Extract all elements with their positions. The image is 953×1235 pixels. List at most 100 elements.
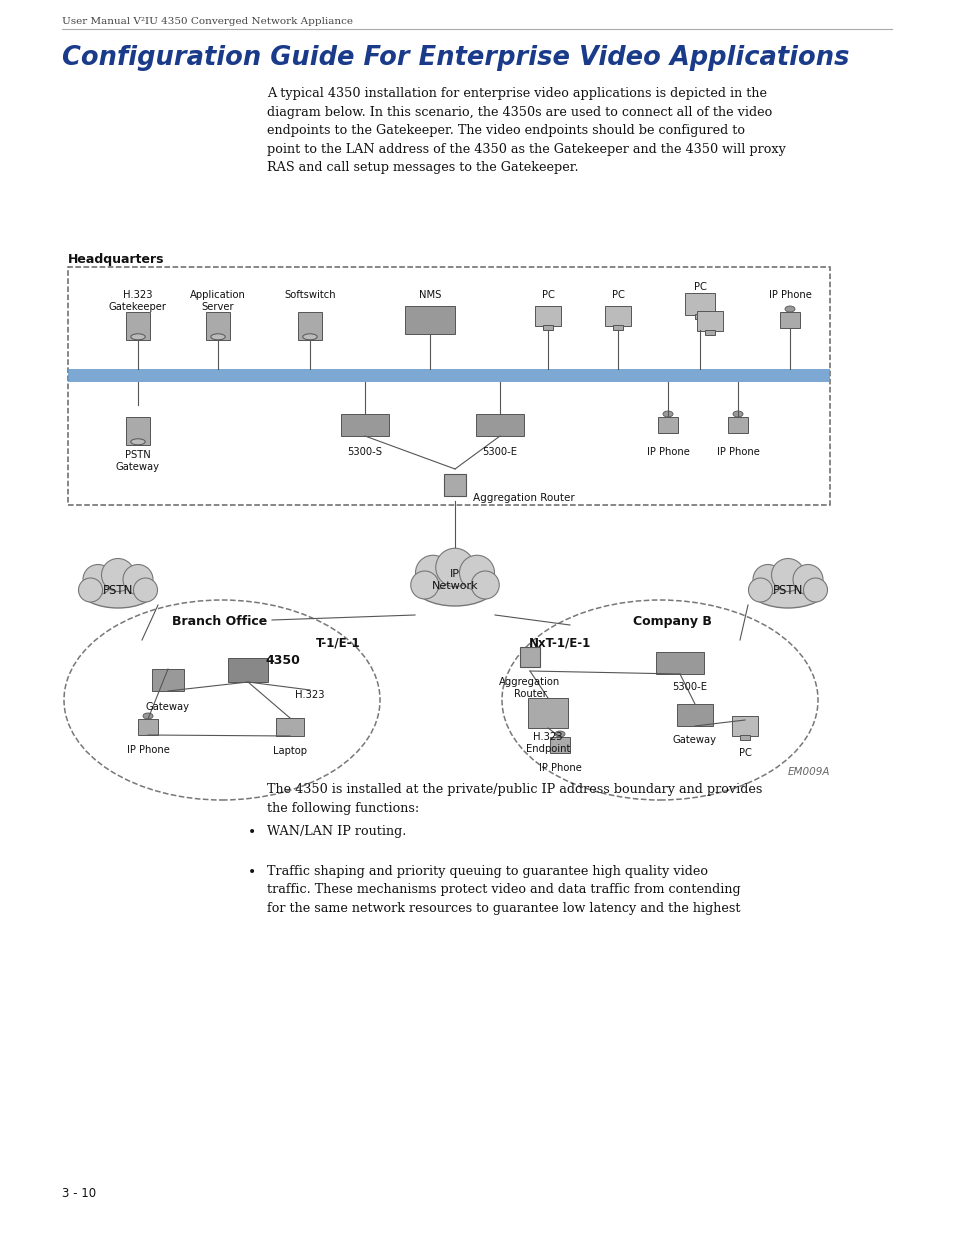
Ellipse shape (131, 438, 145, 445)
Bar (527, 698, 567, 727)
Text: IP Phone: IP Phone (768, 290, 811, 300)
Bar (727, 417, 747, 433)
Bar (340, 414, 389, 436)
Bar (731, 716, 758, 736)
Circle shape (411, 571, 438, 599)
Text: Aggregation
Router: Aggregation Router (498, 677, 560, 699)
Text: Company B: Company B (632, 615, 711, 629)
Bar (535, 306, 560, 326)
Circle shape (123, 564, 152, 594)
Ellipse shape (143, 713, 152, 719)
Circle shape (771, 558, 803, 592)
Text: IP Phone: IP Phone (646, 447, 689, 457)
Text: IP Phone: IP Phone (716, 447, 759, 457)
Text: Softswitch: Softswitch (284, 290, 335, 300)
Circle shape (133, 578, 157, 601)
Circle shape (83, 564, 112, 594)
Ellipse shape (784, 306, 794, 312)
Text: 3 - 10: 3 - 10 (62, 1187, 96, 1200)
Text: IP Phone: IP Phone (538, 763, 580, 773)
Text: PC: PC (693, 282, 706, 291)
Text: User Manual V²IU 4350 Converged Network Appliance: User Manual V²IU 4350 Converged Network … (62, 17, 353, 26)
Text: WAN/LAN IP routing.: WAN/LAN IP routing. (267, 825, 406, 839)
Text: Branch Office: Branch Office (172, 615, 268, 629)
Bar (68, 267, 829, 505)
Circle shape (436, 548, 474, 587)
Ellipse shape (750, 572, 824, 608)
Bar (550, 737, 569, 753)
Bar (684, 293, 714, 315)
Circle shape (748, 578, 772, 601)
Text: Gateway: Gateway (146, 701, 190, 713)
Bar (604, 306, 630, 326)
Bar (658, 417, 678, 433)
Text: IP Phone: IP Phone (127, 745, 170, 755)
Ellipse shape (302, 333, 316, 340)
Text: PC: PC (611, 290, 624, 300)
Bar (476, 414, 523, 436)
Text: PSTN: PSTN (103, 583, 133, 597)
Ellipse shape (131, 333, 145, 340)
Bar (697, 311, 722, 331)
Text: NMS: NMS (418, 290, 440, 300)
Circle shape (78, 578, 102, 601)
Text: EM009A: EM009A (786, 767, 829, 777)
Circle shape (101, 558, 134, 592)
Bar (228, 658, 268, 682)
Circle shape (792, 564, 822, 594)
Bar (126, 417, 150, 445)
Bar (542, 325, 553, 330)
Text: 5300-E: 5300-E (482, 447, 517, 457)
Ellipse shape (414, 564, 496, 606)
Text: NxT-1/E-1: NxT-1/E-1 (528, 636, 591, 650)
Text: Headquarters: Headquarters (68, 253, 164, 266)
Bar (677, 704, 712, 726)
Bar (206, 312, 230, 340)
Text: H.323: H.323 (294, 690, 324, 700)
Ellipse shape (80, 572, 155, 608)
Text: PSTN: PSTN (772, 583, 802, 597)
Bar (126, 312, 150, 340)
Bar (152, 669, 184, 692)
Text: H.323
Endpoint: H.323 Endpoint (525, 732, 570, 755)
Text: 5300-E: 5300-E (672, 682, 707, 692)
Text: Laptop: Laptop (273, 746, 307, 756)
Text: T-1/E-1: T-1/E-1 (315, 636, 360, 650)
Text: •: • (248, 864, 255, 879)
Text: A typical 4350 installation for enterprise video applications is depicted in the: A typical 4350 installation for enterpri… (267, 86, 785, 174)
Bar (695, 314, 704, 319)
Ellipse shape (662, 411, 672, 417)
Text: 4350: 4350 (265, 653, 299, 667)
Text: Aggregation Router: Aggregation Router (473, 493, 574, 503)
Text: The 4350 is installed at the private/public IP address boundary and provides
the: The 4350 is installed at the private/pub… (267, 783, 761, 815)
Circle shape (416, 556, 450, 590)
Ellipse shape (555, 731, 564, 737)
Bar (780, 312, 800, 329)
Bar (275, 718, 304, 736)
Bar (613, 325, 622, 330)
Text: H.323
Gatekeeper: H.323 Gatekeeper (109, 290, 167, 312)
Circle shape (802, 578, 826, 601)
Text: PC: PC (541, 290, 554, 300)
Bar (68, 369, 829, 382)
Bar (138, 719, 158, 735)
Circle shape (471, 571, 498, 599)
Bar (740, 735, 749, 740)
Ellipse shape (732, 411, 742, 417)
Text: Gateway: Gateway (672, 735, 717, 745)
Ellipse shape (211, 333, 225, 340)
Circle shape (752, 564, 782, 594)
Bar (656, 652, 703, 674)
Text: •: • (248, 825, 255, 839)
Circle shape (459, 556, 494, 590)
Bar (405, 306, 455, 333)
Bar (297, 312, 322, 340)
Text: Traffic shaping and priority queuing to guarantee high quality video
traffic. Th: Traffic shaping and priority queuing to … (267, 864, 740, 915)
Text: PC: PC (738, 748, 751, 758)
Text: PSTN
Gateway: PSTN Gateway (116, 450, 160, 473)
Text: Application
Server: Application Server (190, 290, 246, 312)
Bar (704, 330, 714, 335)
Text: IP
Network: IP Network (432, 569, 477, 592)
Text: Configuration Guide For Enterprise Video Applications: Configuration Guide For Enterprise Video… (62, 44, 848, 70)
Text: 5300-S: 5300-S (347, 447, 382, 457)
